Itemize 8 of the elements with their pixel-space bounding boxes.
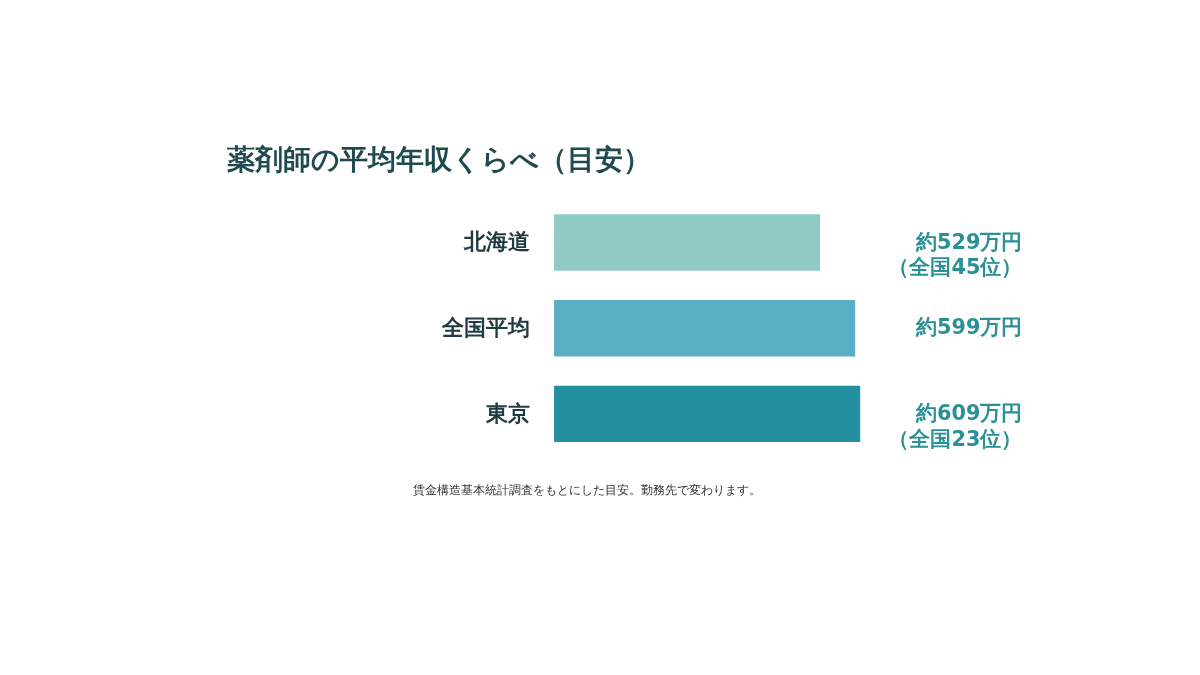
y-tick-label: 北海道 xyxy=(462,229,530,255)
data-label: 約599万円 xyxy=(915,315,1023,340)
chart-title: 薬剤師の平均年収くらべ（目安） xyxy=(225,143,651,177)
data-label: 約609万円（全国23位） xyxy=(888,401,1023,451)
y-tick-label: 全国平均 xyxy=(440,314,530,340)
text: 賃金構造基本統計調査をもとにした目安。勤務先で変わります。 xyxy=(413,483,762,498)
y-tick-label: 東京 xyxy=(484,400,530,426)
data-label: 約529万円（全国45位） xyxy=(888,229,1023,280)
